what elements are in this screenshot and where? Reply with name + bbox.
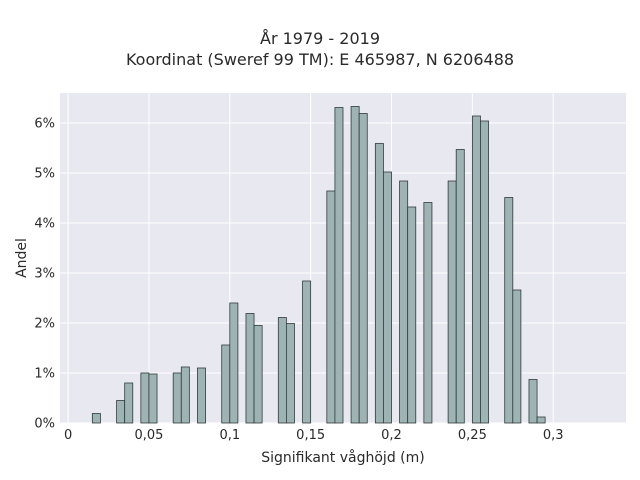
histogram-bar: [221, 344, 231, 424]
histogram-bar: [180, 366, 190, 424]
x-tick-label: 0,25: [458, 428, 487, 443]
bars: [91, 106, 546, 424]
histogram-bar: [285, 323, 295, 424]
histogram-bar: [512, 289, 522, 424]
histogram-bar: [455, 149, 465, 424]
x-tick-label: 0,05: [134, 428, 163, 443]
histogram-bar: [302, 280, 312, 424]
histogram-bar: [528, 379, 538, 424]
histogram-bar: [447, 180, 457, 424]
y-tick-label: 0%: [34, 417, 55, 432]
x-tick-label: 0,3: [543, 428, 564, 443]
x-axis-ticks: 0 0,05 0,1 0,15 0,2 0,25 0,3: [64, 428, 564, 443]
histogram-bar: [423, 202, 433, 424]
histogram-bar: [536, 416, 546, 424]
histogram-bar: [358, 113, 368, 424]
histogram-bar: [229, 302, 239, 424]
x-tick-label: 0: [64, 428, 72, 443]
histogram-bar: [253, 325, 263, 424]
y-tick-label: 3%: [34, 267, 55, 282]
chart-title: År 1979 - 2019: [260, 29, 380, 48]
y-tick-label: 4%: [34, 217, 55, 232]
chart-subtitle: Koordinat (Sweref 99 TM): E 465987, N 62…: [125, 50, 515, 69]
histogram-bar: [399, 180, 409, 424]
histogram-bar: [140, 372, 150, 424]
histogram-bar: [245, 313, 255, 424]
y-axis-ticks: 0% 1% 2% 3% 4% 5% 6%: [34, 117, 55, 432]
histogram-bar: [334, 107, 344, 424]
x-tick-label: 0,2: [381, 428, 402, 443]
histogram-bar: [480, 120, 489, 424]
y-tick-label: 1%: [34, 367, 55, 382]
y-tick-label: 5%: [34, 167, 55, 182]
histogram-bar: [471, 115, 481, 424]
x-tick-label: 0,1: [219, 428, 240, 443]
histogram-bar: [116, 400, 126, 424]
histogram-bar: [91, 413, 101, 424]
y-axis-label: Andel: [14, 238, 30, 278]
histogram-bar: [407, 206, 417, 424]
x-tick-label: 0,15: [296, 428, 325, 443]
histogram-bar: [383, 171, 392, 424]
histogram-bar: [374, 143, 384, 424]
y-tick-label: 6%: [34, 117, 55, 132]
histogram-bar: [124, 382, 134, 424]
histogram-bar: [148, 373, 158, 424]
x-axis-label: Signifikant våghöjd (m): [261, 449, 424, 466]
histogram-bar: [504, 197, 514, 424]
histogram-bar: [350, 106, 360, 424]
histogram-bar: [197, 367, 206, 424]
y-tick-label: 2%: [34, 317, 55, 332]
histogram-bar: [326, 190, 336, 424]
histogram-bar: [172, 372, 182, 424]
histogram-bar: [277, 317, 287, 424]
